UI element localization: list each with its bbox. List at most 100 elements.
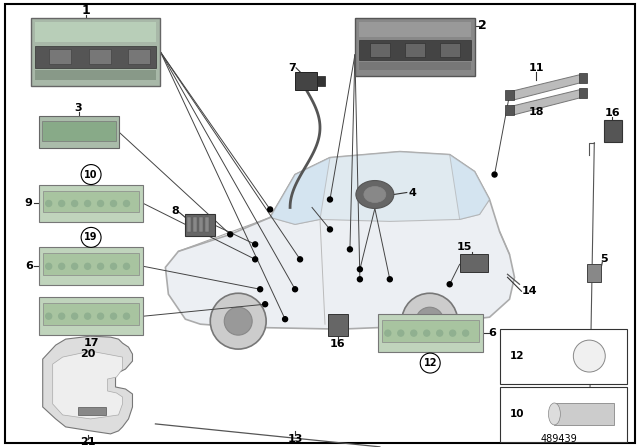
Polygon shape [43, 336, 132, 434]
Bar [39, 116, 118, 148]
Circle shape [424, 330, 429, 336]
Circle shape [463, 330, 468, 336]
Circle shape [253, 257, 258, 262]
Ellipse shape [548, 403, 561, 425]
Bar [359, 22, 470, 37]
Circle shape [258, 287, 262, 292]
Text: 5: 5 [600, 254, 608, 264]
Circle shape [124, 201, 129, 207]
Circle shape [348, 247, 353, 252]
Polygon shape [270, 158, 330, 224]
Text: 13: 13 [287, 434, 303, 444]
Circle shape [84, 313, 91, 319]
Bar [504, 90, 515, 100]
Text: 18: 18 [529, 107, 544, 117]
Text: 2: 2 [478, 19, 487, 32]
Text: 4: 4 [409, 188, 417, 198]
Bar [43, 303, 140, 325]
Text: 16: 16 [604, 108, 620, 118]
Circle shape [45, 313, 52, 319]
Bar [39, 247, 143, 285]
Circle shape [283, 317, 287, 322]
Bar [404, 43, 425, 57]
Text: 8: 8 [172, 207, 179, 216]
Bar [199, 217, 204, 233]
Text: 12: 12 [424, 358, 437, 368]
Text: 489439: 489439 [541, 434, 578, 444]
Bar [77, 407, 106, 415]
Circle shape [97, 313, 104, 319]
Circle shape [124, 263, 129, 269]
Bar [88, 49, 111, 64]
Bar [588, 264, 601, 282]
Circle shape [420, 353, 440, 373]
Text: 19: 19 [84, 233, 98, 242]
Circle shape [262, 302, 268, 307]
Bar [579, 73, 588, 83]
Polygon shape [165, 151, 515, 329]
Circle shape [111, 201, 116, 207]
Text: 10: 10 [510, 409, 525, 419]
Bar [193, 217, 197, 233]
Circle shape [72, 313, 77, 319]
Text: 17: 17 [83, 338, 99, 348]
Circle shape [573, 340, 605, 372]
Bar [49, 49, 70, 64]
Circle shape [398, 330, 404, 336]
Bar [604, 120, 622, 142]
Circle shape [124, 313, 129, 319]
Bar [328, 314, 348, 336]
Circle shape [268, 207, 273, 212]
Bar [359, 62, 470, 70]
Text: 12: 12 [510, 351, 525, 361]
Circle shape [84, 201, 91, 207]
Text: 15: 15 [457, 242, 472, 252]
Bar [355, 18, 475, 76]
Polygon shape [270, 151, 490, 224]
Ellipse shape [356, 181, 394, 208]
Bar [295, 72, 317, 90]
Circle shape [328, 197, 332, 202]
Circle shape [45, 263, 52, 269]
Text: 6: 6 [488, 328, 497, 338]
Bar [35, 22, 156, 42]
Bar [382, 320, 479, 342]
Circle shape [385, 330, 391, 336]
Circle shape [72, 201, 77, 207]
Text: 21: 21 [80, 437, 95, 447]
Bar [43, 190, 140, 212]
Circle shape [81, 164, 101, 185]
Circle shape [81, 228, 101, 247]
Text: 1: 1 [81, 4, 90, 17]
Bar [39, 185, 143, 222]
Text: 9: 9 [25, 198, 33, 208]
Circle shape [357, 277, 362, 282]
Ellipse shape [364, 186, 386, 202]
Circle shape [253, 242, 258, 247]
Circle shape [447, 282, 452, 287]
Circle shape [45, 201, 52, 207]
Bar [460, 254, 488, 272]
Circle shape [450, 330, 456, 336]
Bar [378, 314, 483, 352]
Circle shape [111, 263, 116, 269]
Bar [129, 49, 150, 64]
Circle shape [211, 293, 266, 349]
Circle shape [387, 277, 392, 282]
Circle shape [402, 293, 458, 349]
Bar [188, 217, 191, 233]
Bar [504, 105, 515, 115]
Circle shape [84, 263, 91, 269]
Circle shape [298, 257, 303, 262]
Bar [500, 387, 627, 442]
Circle shape [328, 227, 332, 232]
Circle shape [416, 307, 444, 335]
Text: 6: 6 [25, 261, 33, 271]
Bar [440, 43, 460, 57]
Circle shape [59, 313, 65, 319]
Circle shape [292, 287, 298, 292]
Circle shape [436, 330, 443, 336]
Text: 20: 20 [80, 349, 95, 359]
Polygon shape [52, 351, 122, 419]
Polygon shape [450, 155, 490, 220]
